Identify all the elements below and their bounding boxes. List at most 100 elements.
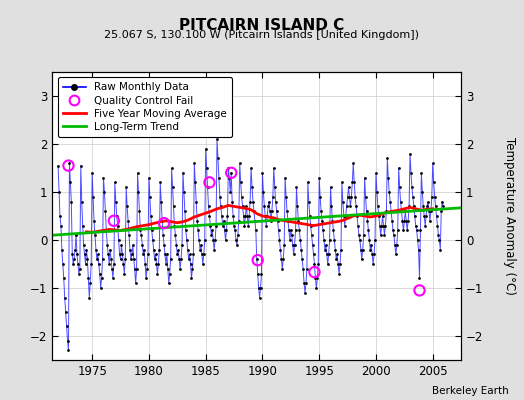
- Point: [231, 227, 239, 234]
- Point: [373, 189, 381, 195]
- Point: [177, 256, 185, 262]
- Point: [295, 227, 303, 234]
- Point: [413, 237, 422, 243]
- Point: [258, 170, 267, 176]
- Point: [219, 222, 227, 229]
- Point: [436, 246, 444, 253]
- Point: [235, 160, 244, 166]
- Point: [91, 232, 99, 238]
- Point: [102, 227, 111, 234]
- Point: [232, 237, 240, 243]
- Point: [60, 275, 68, 282]
- Point: [81, 261, 90, 267]
- Point: [403, 227, 411, 234]
- Point: [181, 208, 189, 214]
- Point: [209, 237, 217, 243]
- Point: [89, 194, 97, 200]
- Point: [420, 213, 429, 219]
- Point: [205, 213, 214, 219]
- Point: [159, 232, 167, 238]
- Point: [210, 246, 219, 253]
- Point: [293, 203, 302, 210]
- Point: [150, 256, 159, 262]
- Point: [414, 246, 423, 253]
- Point: [349, 160, 357, 166]
- Point: [182, 227, 190, 234]
- Point: [242, 203, 250, 210]
- Point: [230, 222, 238, 229]
- Point: [309, 251, 318, 258]
- Point: [384, 174, 392, 181]
- Point: [316, 194, 324, 200]
- Point: [122, 184, 130, 190]
- Point: [132, 280, 140, 286]
- Point: [173, 251, 181, 258]
- Point: [303, 266, 311, 272]
- Point: [88, 170, 96, 176]
- Point: [201, 237, 209, 243]
- Point: [202, 146, 210, 152]
- Point: [401, 208, 409, 214]
- Point: [361, 174, 369, 181]
- Point: [200, 251, 208, 258]
- Point: [374, 203, 382, 210]
- Point: [319, 227, 327, 234]
- Point: [303, 179, 312, 186]
- Point: [160, 242, 168, 248]
- Point: [364, 227, 373, 234]
- Point: [142, 275, 150, 282]
- Point: [412, 227, 421, 234]
- Point: [289, 242, 297, 248]
- Point: [347, 194, 356, 200]
- Point: [299, 266, 307, 272]
- Point: [275, 227, 283, 234]
- Point: [167, 256, 175, 262]
- Point: [380, 232, 389, 238]
- Point: [216, 194, 224, 200]
- Point: [166, 270, 174, 277]
- Point: [270, 165, 278, 171]
- Point: [290, 242, 299, 248]
- Point: [357, 246, 365, 253]
- Point: [365, 237, 374, 243]
- Point: [334, 261, 342, 267]
- Point: [82, 246, 91, 253]
- Point: [313, 275, 322, 282]
- Point: [203, 184, 212, 190]
- Point: [221, 237, 230, 243]
- Point: [168, 184, 177, 190]
- Point: [100, 189, 108, 195]
- Point: [202, 165, 211, 171]
- Point: [346, 203, 355, 210]
- Point: [355, 232, 363, 238]
- Point: [121, 256, 129, 262]
- Point: [165, 280, 173, 286]
- Point: [143, 266, 151, 272]
- Point: [190, 160, 199, 166]
- Point: [114, 222, 122, 229]
- Point: [194, 227, 202, 234]
- Point: [323, 251, 331, 258]
- Point: [97, 275, 106, 282]
- Point: [287, 227, 295, 234]
- Point: [118, 251, 127, 258]
- Point: [350, 179, 358, 186]
- Point: [400, 218, 409, 224]
- Point: [307, 222, 315, 229]
- Point: [323, 261, 332, 267]
- Point: [421, 222, 429, 229]
- Point: [396, 198, 405, 205]
- Point: [238, 203, 247, 210]
- Point: [381, 222, 390, 229]
- Point: [156, 179, 165, 186]
- Point: [362, 194, 370, 200]
- Point: [247, 165, 255, 171]
- Point: [256, 285, 265, 291]
- Point: [297, 246, 305, 253]
- Point: [340, 213, 348, 219]
- Point: [114, 237, 123, 243]
- Point: [204, 203, 213, 210]
- Point: [257, 270, 266, 277]
- Point: [418, 189, 427, 195]
- Point: [341, 222, 349, 229]
